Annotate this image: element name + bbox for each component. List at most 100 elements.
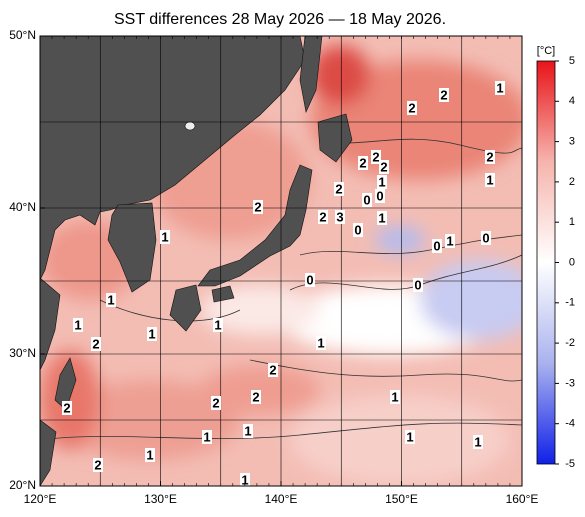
contour-label-bg <box>413 278 423 292</box>
colorbar-tick-label: -3 <box>565 377 575 389</box>
colorbar-tick-label: -1 <box>565 297 575 309</box>
contour-label: 1 <box>244 423 251 438</box>
contour-label: 0 <box>376 188 383 203</box>
contour-label-bg <box>268 363 278 377</box>
contour-label: 0 <box>433 238 440 253</box>
contour-label-bg <box>251 390 261 404</box>
contour-label-bg <box>379 160 389 174</box>
colorbar-tick-label: 0 <box>569 256 575 268</box>
colorbar-unit: [°C] <box>537 45 555 57</box>
contour-label-bg <box>390 390 400 404</box>
land <box>40 36 353 486</box>
axes: 120°E 130°E 140°E 150°E 160°E 50°N 40°N 30°N 20°… <box>9 28 538 506</box>
contour-label-bg <box>240 473 250 486</box>
contour-label: 1 <box>378 174 385 189</box>
graticule <box>40 36 522 486</box>
lat-tick-label: 50°N <box>9 28 36 42</box>
contour-label-bg <box>62 401 72 415</box>
contour-label-bg <box>362 193 372 207</box>
contour-label-bg <box>160 230 170 244</box>
contour-label: 0 <box>354 222 361 237</box>
contour-label: 1 <box>406 429 413 444</box>
colorbar-tick-label: -2 <box>565 337 575 349</box>
colorbar-tick-label: 3 <box>569 136 575 148</box>
contour-label-bg <box>106 293 116 307</box>
contour-label: 1 <box>378 210 385 225</box>
colorbar-tick-label: -4 <box>565 418 575 430</box>
contour-label: 2 <box>254 199 261 214</box>
contour-label-bg <box>318 210 328 224</box>
lat-tick-label: 40°N <box>9 200 36 214</box>
contour-label: 2 <box>380 159 387 174</box>
lon-tick-label: 140°E <box>265 492 298 506</box>
contour-label: 2 <box>92 336 99 351</box>
contour-label: 2 <box>269 362 276 377</box>
contour-label-bg <box>243 424 253 438</box>
contour-label-bg <box>253 200 263 214</box>
contour-label: 1 <box>214 317 221 332</box>
contour-label: 1 <box>146 447 153 462</box>
contour-label: 2 <box>408 100 415 115</box>
contour-label-bg <box>439 88 449 102</box>
contour-label: 2 <box>486 149 493 164</box>
colorbar-tick-label: 5 <box>569 55 575 67</box>
colorbar-tick-label: -5 <box>565 458 575 470</box>
contour-label: 1 <box>161 229 168 244</box>
contour-label-bg <box>91 337 101 351</box>
contour-label: 1 <box>317 335 324 350</box>
contour-label: 2 <box>94 457 101 472</box>
contour-label: 2 <box>319 209 326 224</box>
contour-label-bg <box>305 273 315 287</box>
contour-label-bg <box>407 101 417 115</box>
contour-label: 2 <box>440 87 447 102</box>
contour-label: 1 <box>446 233 453 248</box>
lon-tick-label: 130°E <box>144 492 177 506</box>
colorbar-scale <box>536 60 556 465</box>
contour-label-bg <box>202 430 212 444</box>
lon-tick-label: 120°E <box>24 492 57 506</box>
contour-label: 0 <box>482 230 489 245</box>
contour-label: 1 <box>74 317 81 332</box>
contour-label-bg <box>405 430 415 444</box>
contour-label: 3 <box>336 209 343 224</box>
colorbar-tick-label: 4 <box>569 95 575 107</box>
contour-label-bg <box>353 223 363 237</box>
contour-label: 1 <box>496 80 503 95</box>
colorbar: [°C] 5 4 3 2 1 0 -1 -2 -3 -4 -5 <box>536 45 575 470</box>
contour-label-bg <box>377 211 387 225</box>
contour-label: 1 <box>203 429 210 444</box>
contour-label: 2 <box>212 395 219 410</box>
contour-label: 1 <box>241 472 248 487</box>
contour-label: 0 <box>306 272 313 287</box>
contour-label-bg <box>358 156 368 170</box>
contour-label: 2 <box>252 389 259 404</box>
contour-label-bg <box>481 231 491 245</box>
contour-label: 2 <box>63 400 70 415</box>
contour-label-bg <box>473 435 483 449</box>
lat-tick-label: 30°N <box>9 346 36 360</box>
contour-label-bg <box>432 239 442 253</box>
contour-label-bg <box>147 327 157 341</box>
contour-label-bg <box>334 182 344 196</box>
colorbar-tick-label: 2 <box>569 176 575 188</box>
contour-label-bg <box>335 210 345 224</box>
contour-label-bg <box>145 448 155 462</box>
contour-label-bg <box>316 336 326 350</box>
contour-label: 2 <box>372 149 379 164</box>
lat-tick-label: 20°N <box>9 478 36 492</box>
contour-label-bg <box>211 396 221 410</box>
contour-label: 1 <box>107 292 114 307</box>
lon-tick-label: 150°E <box>385 492 418 506</box>
contour-label-bg <box>93 458 103 472</box>
map-title: SST differences 28 May 2026 — 18 May 202… <box>114 11 446 28</box>
contour-label: 0 <box>363 192 370 207</box>
contour-label-bg <box>375 189 385 203</box>
contour-label-bg <box>73 318 83 332</box>
contour-label-bg <box>485 150 495 164</box>
contour-label: 0 <box>414 277 421 292</box>
contour-label-bg <box>377 175 387 189</box>
contour-label: 2 <box>335 181 342 196</box>
contour-label: 1 <box>148 326 155 341</box>
